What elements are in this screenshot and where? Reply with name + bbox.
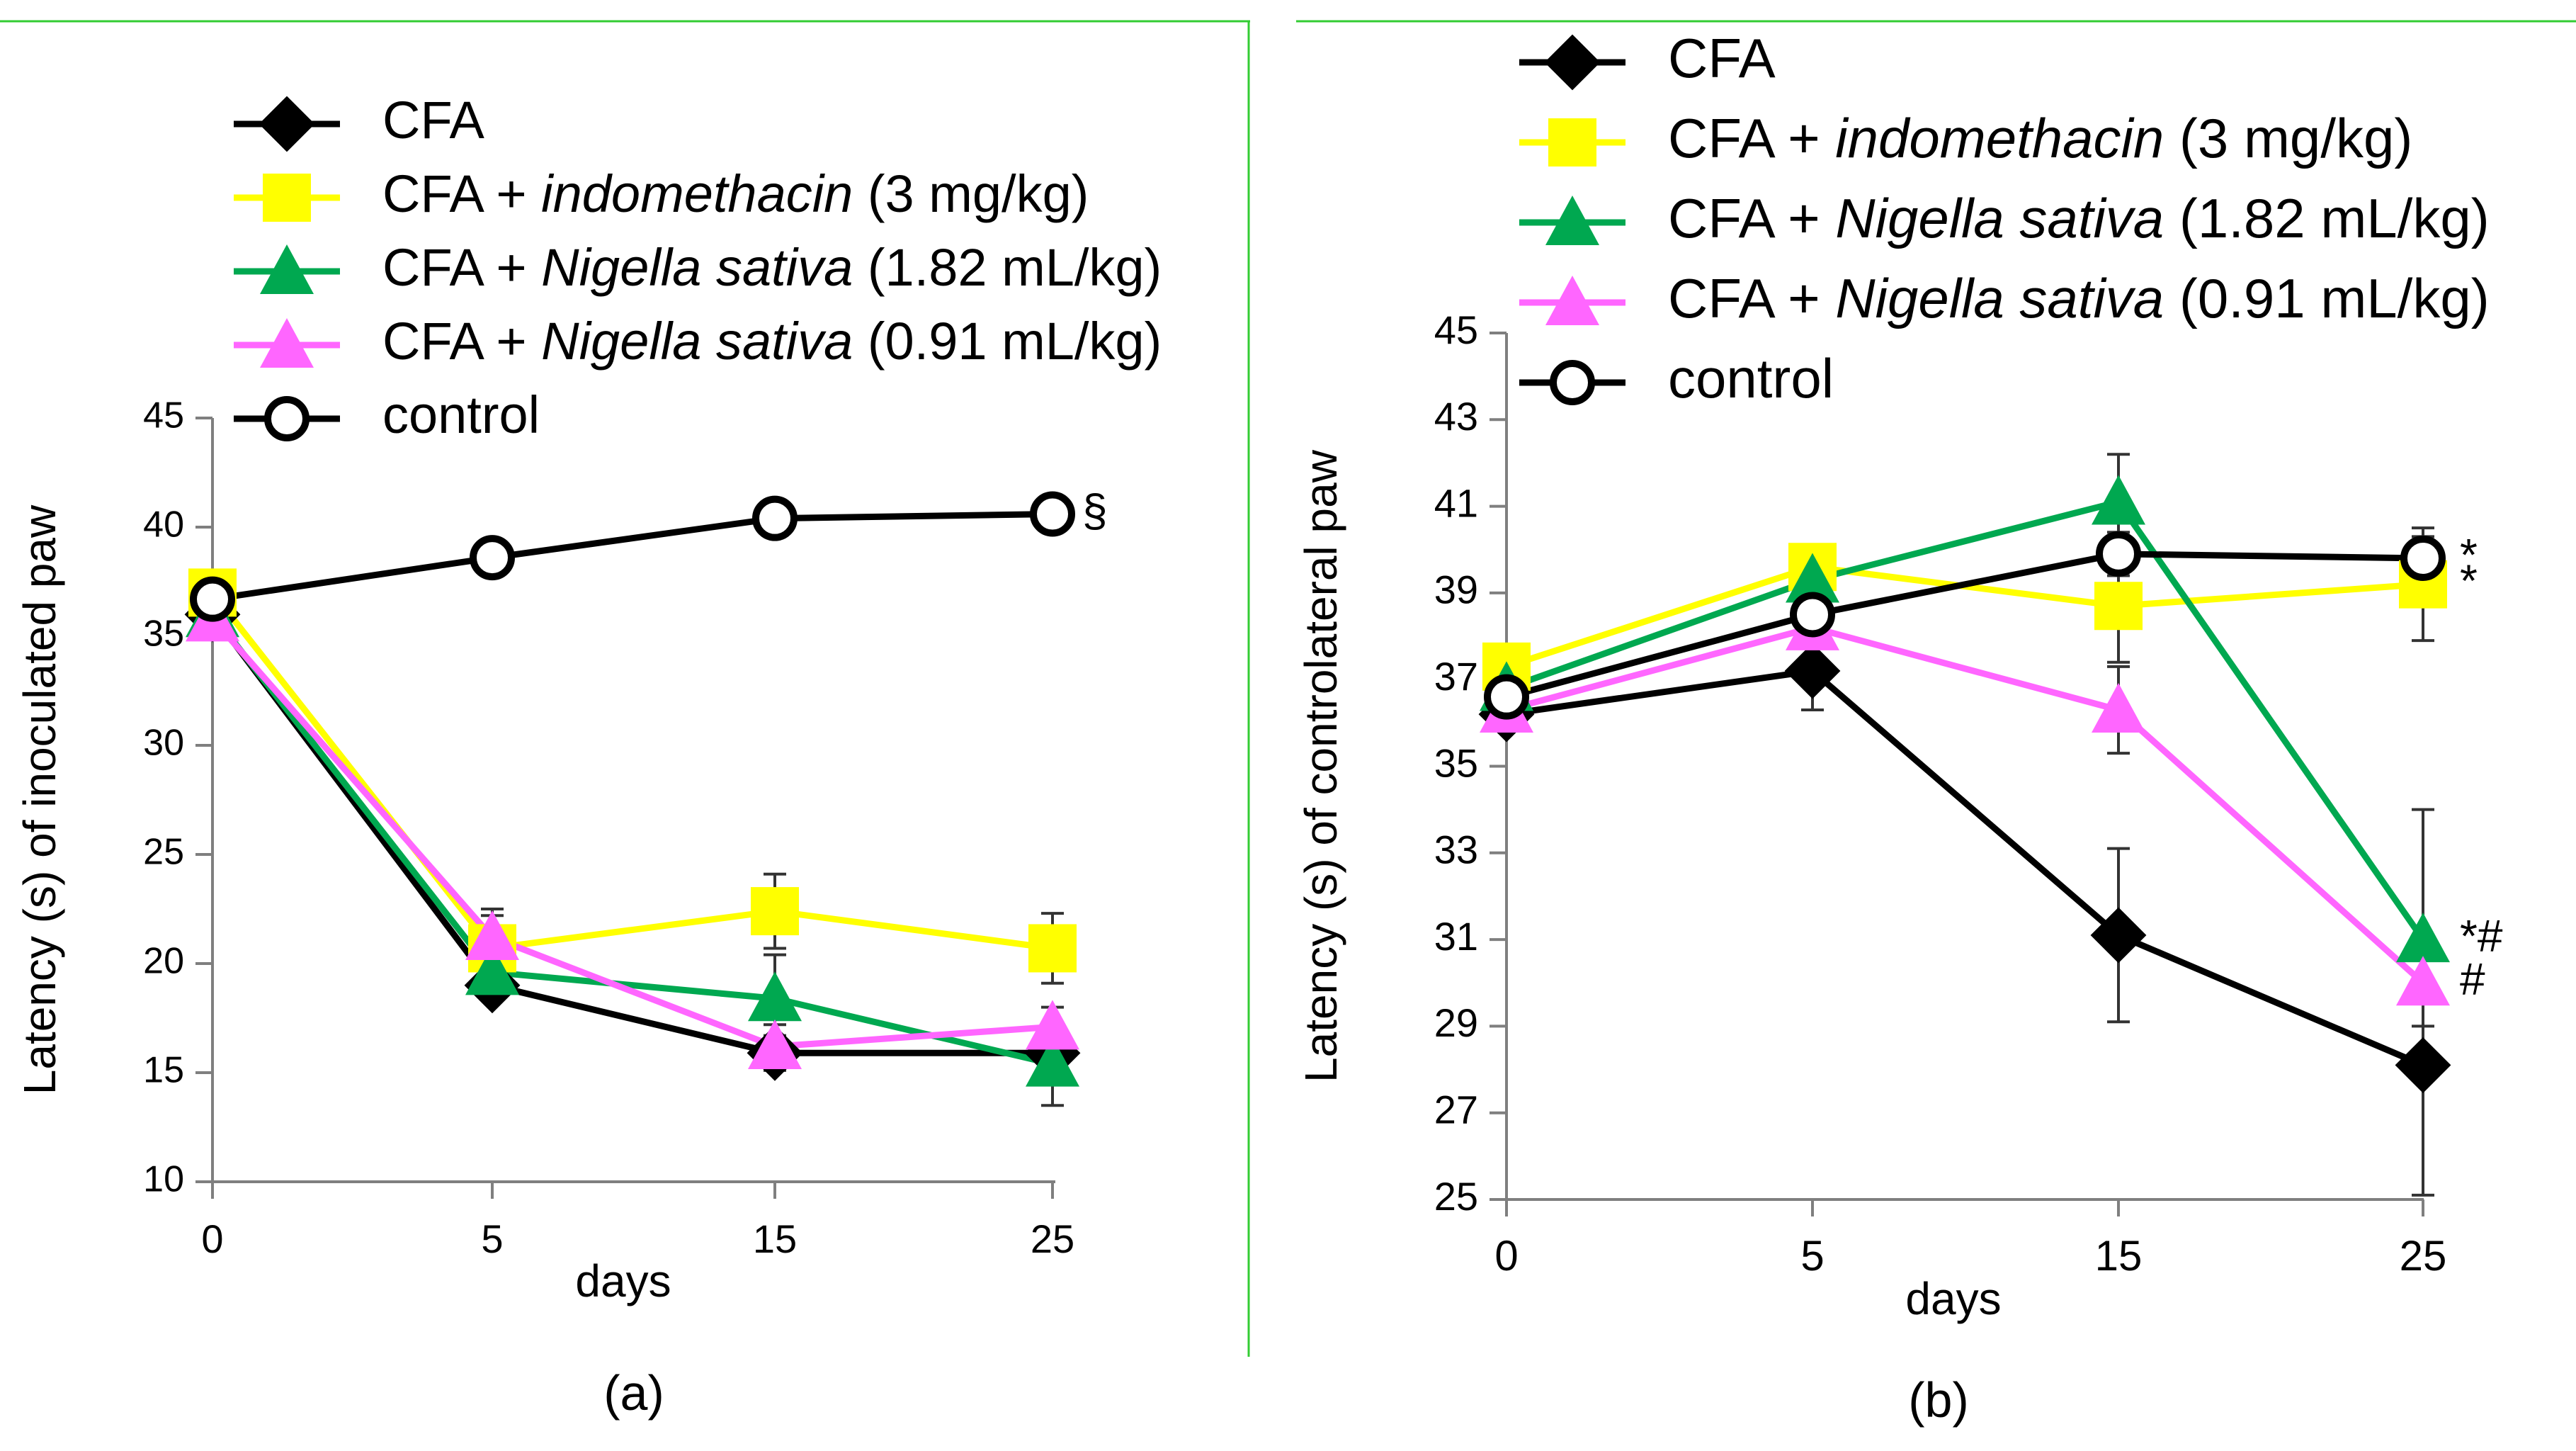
panel-a-y-tick-label: 15 [143, 1050, 184, 1091]
panel-a: 10 15 20 25 30 35 40 45 0 5 15 25 days Latency (s) of… [14, 91, 1162, 1421]
panel-b-cfa-point [1784, 643, 1841, 699]
panel-b-ns182-line [1505, 498, 2426, 942]
panel-a-legend-cfa-marker [259, 96, 315, 152]
panel-a-x-tick-label: 5 [481, 1216, 503, 1261]
panel-a-y-tick-label: 10 [143, 1159, 184, 1200]
panel-b-significance-annotation: * [2460, 555, 2478, 606]
panel-a-ns182-point [748, 971, 802, 1022]
panel-b-legend-ctrl-label: control [1668, 347, 1834, 410]
panel-b-ctrl-point [2400, 535, 2446, 581]
panel-b-ctrl-point [1790, 592, 1835, 638]
panel-a-ctrl-point [190, 576, 235, 622]
panel-a-legend-indo-label: CFA + indomethacin (3 mg/kg) [382, 164, 1089, 223]
panel-a-legend-ctrl-marker [264, 396, 310, 441]
panel-b-y-tick-label: 41 [1434, 480, 1478, 525]
panel-a-legend-ns091-label: CFA + Nigella sativa (0.91 mL/kg) [382, 312, 1162, 371]
panel-a-y-tick-label: 20 [143, 941, 184, 982]
panel-a-y-tick-label: 45 [143, 395, 184, 436]
panel-a-label: (a) [603, 1365, 664, 1421]
panel-a-y-tick-label: 25 [143, 832, 184, 873]
panel-b-legend-ctrl-marker [1550, 360, 1595, 405]
panel-b-legend-indo-marker [1548, 118, 1596, 166]
panel-a-x-tick-label: 25 [1031, 1216, 1074, 1261]
panel-b-y-tick-label: 37 [1434, 654, 1478, 699]
panel-b-y-tick-label: 33 [1434, 828, 1478, 872]
panel-b-y-tick-label: 29 [1434, 1000, 1478, 1045]
panel-b-ctrl-point [1484, 674, 1529, 720]
panel-a-legend-cfa-label: CFA [382, 91, 485, 149]
panel-b-legend-ns182-marker [1545, 196, 1599, 245]
panel-a-y-tick-label: 35 [143, 614, 184, 655]
panel-b-y-tick-label: 35 [1434, 740, 1478, 785]
panel-a-ctrl-line [212, 511, 1053, 603]
panel-b-legend-cfa-marker [1544, 34, 1601, 91]
panel-b-ns182-point [1786, 553, 1839, 603]
panel-a-ctrl-point [1030, 491, 1075, 537]
panel-b-x-tick-label: 5 [1800, 1232, 1824, 1280]
panel-b-y-tick-label: 25 [1434, 1174, 1478, 1219]
panel-b-cfa-point [2090, 907, 2147, 964]
panel-b-x-axis-label: days [1905, 1273, 2001, 1324]
panel-a-y-axis-label: Latency (s) of inoculated paw [14, 504, 65, 1095]
panel-a-cfa-line [210, 612, 1052, 1056]
panel-b-cfa-point [2395, 1037, 2451, 1093]
panel-b-y-tick-label: 43 [1434, 394, 1478, 439]
panel-a-legend-ns182-marker [260, 244, 314, 294]
panel-b: 25 27 29 31 33 35 37 39 41 43 45 0 5 15 25 days Latency … [1295, 27, 2503, 1428]
panel-a-legend-indo-marker [263, 174, 311, 222]
panel-a-ctrl-point [470, 535, 515, 581]
panel-b-cfa-line [1506, 667, 2424, 1068]
panel-b-y-tick-label: 31 [1434, 914, 1478, 959]
panel-a-ns182-line [210, 612, 1054, 1068]
panel-a-legend-ns182-label: CFA + Nigella sativa (1.82 mL/kg) [382, 238, 1162, 297]
panel-b-ns091-point [2396, 956, 2450, 1006]
panel-b-significance-annotation: # [2460, 954, 2485, 1005]
panel-b-significance-annotation: *# [2460, 910, 2503, 961]
panel-b-y-tick-label: 39 [1434, 568, 1478, 612]
panel-b-y-tick-label: 27 [1434, 1087, 1478, 1131]
panel-a-x-tick-label: 0 [201, 1216, 223, 1261]
panel-b-legend-ns182-label: CFA + Nigella sativa (1.82 mL/kg) [1668, 187, 2490, 249]
panel-a-y-tick-label: 40 [143, 504, 184, 546]
panel-b-ns091-line [1505, 624, 2426, 986]
panel-a-legend-ctrl-label: control [382, 385, 540, 444]
panel-b-label: (b) [1908, 1372, 1969, 1428]
panel-a-ns182-point [465, 945, 519, 995]
panel-b-y-tick-label: 45 [1434, 307, 1478, 352]
panel-b-x-tick-label: 0 [1494, 1232, 1518, 1280]
panel-b-ctrl-point [2096, 531, 2141, 577]
panel-a-x-tick-label: 15 [753, 1216, 797, 1261]
panel-b-legend-ns091-marker [1545, 276, 1599, 325]
panel-b-ns091-point [2092, 683, 2145, 733]
panel-a-significance-annotation: § [1082, 485, 1108, 536]
panel-b-ns182-point [2092, 475, 2145, 525]
panel-a-y-tick-label: 30 [143, 723, 184, 764]
panel-a-ns182-point [1026, 1037, 1079, 1087]
panel-a-ns091-point [465, 910, 519, 961]
panel-b-x-tick-label: 25 [2400, 1232, 2447, 1280]
panel-a-ns091-point [748, 1020, 802, 1070]
panel-b-ns182-point [2396, 913, 2450, 963]
panel-b-legend-ns091-label: CFA + Nigella sativa (0.91 mL/kg) [1668, 267, 2490, 329]
panel-a-legend-ns091-marker [260, 318, 314, 368]
panel-b-significance-annotation: * [2460, 529, 2478, 580]
panel-b-x-tick-label: 15 [2095, 1232, 2143, 1280]
panel-a-indo-point [751, 887, 799, 936]
panel-a-x-axis-label: days [575, 1255, 671, 1306]
panel-a-ns091-line [210, 616, 1053, 1050]
panel-a-indo-line [210, 590, 1053, 952]
panel-b-y-axis-label: Latency (s) of controlateral paw [1295, 449, 1346, 1083]
panel-b-legend-cfa-label: CFA [1668, 27, 1776, 89]
panel-b-legend-indo-label: CFA + indomethacin (3 mg/kg) [1668, 107, 2412, 169]
panel-a-ctrl-point [752, 495, 798, 541]
panel-b-indo-point [2094, 582, 2143, 631]
panel-a-indo-point [1028, 924, 1077, 973]
panel-a-ns091-point [1026, 1000, 1079, 1050]
panel-b-ctrl-line [1505, 551, 2424, 701]
